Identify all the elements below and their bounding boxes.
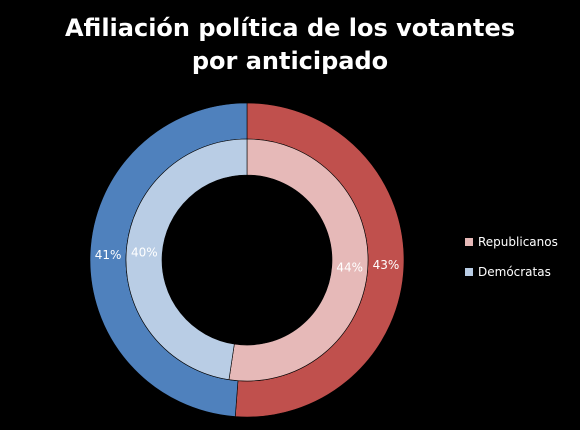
doughnut-rings <box>89 102 405 418</box>
outer-data-label-republicanos: 43% <box>373 258 400 272</box>
legend-item-democratas: Demócratas <box>465 263 558 281</box>
legend-swatch-democratas <box>465 268 473 276</box>
legend-item-republicanos: Republicanos <box>465 233 558 251</box>
inner-data-label-democratas: 40% <box>131 245 158 259</box>
chart-title: Afiliación política de los votantes por … <box>64 14 516 75</box>
inner-data-label-republicanos: 44% <box>336 261 363 275</box>
legend-label-republicanos: Republicanos <box>478 235 558 249</box>
legend: Republicanos Demócratas <box>465 233 558 293</box>
data-labels: 43% 41% 44% 40% <box>95 245 399 274</box>
inner-ring-slice-democratas <box>125 138 248 380</box>
outer-data-label-democratas: 41% <box>95 248 122 262</box>
legend-swatch-republicanos <box>465 238 473 246</box>
legend-label-democratas: Demócratas <box>478 265 551 279</box>
inner-ring-slice-republicanos <box>228 138 369 382</box>
